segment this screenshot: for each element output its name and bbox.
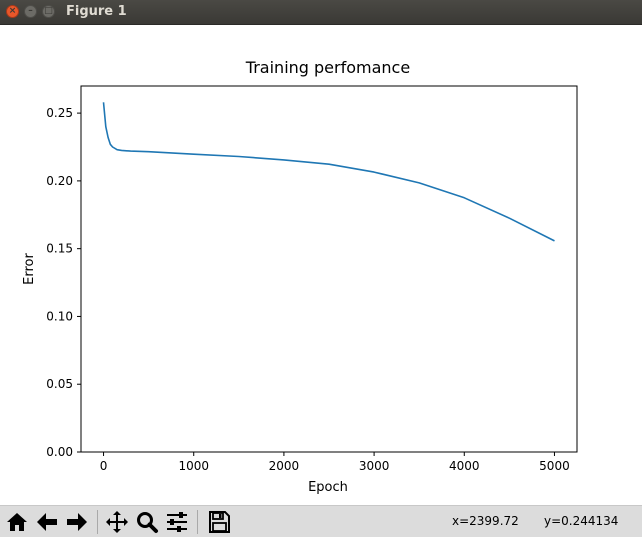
x-tick-label: 0 xyxy=(100,459,108,473)
y-tick-label: 0.25 xyxy=(46,106,73,120)
y-tick-label: 0.15 xyxy=(46,242,73,256)
y-tick-label: 0.00 xyxy=(46,445,73,459)
chart-svg: Training perfomance Epoch Error 0 1000 200… xyxy=(0,25,642,505)
series-line xyxy=(102,102,555,242)
minimize-icon: – xyxy=(28,6,33,16)
plot-frame xyxy=(80,85,578,453)
navigation-toolbar: x=2399.72 y=0.244134 xyxy=(0,505,642,537)
zoom-icon xyxy=(137,512,158,533)
forward-button[interactable] xyxy=(64,509,90,535)
y-axis-label: Error xyxy=(22,253,37,285)
x-coordinate-readout: x=2399.72 xyxy=(452,514,519,528)
y-tick-label: 0.20 xyxy=(46,174,73,188)
y-coordinate-readout: y=0.244134 xyxy=(544,514,619,528)
y-tick-label: 0.05 xyxy=(46,377,73,391)
x-tick-label: 5000 xyxy=(539,459,570,473)
configure-subplots-icon xyxy=(167,512,187,532)
close-window-button[interactable]: × xyxy=(6,5,19,18)
x-tick-label: 1000 xyxy=(178,459,209,473)
home-icon xyxy=(7,513,27,531)
zoom-button[interactable] xyxy=(134,509,160,535)
toolbar-separator xyxy=(197,510,198,534)
x-tick-label: 3000 xyxy=(359,459,390,473)
figure-canvas[interactable]: Training perfomance Epoch Error 0 1000 200… xyxy=(0,25,642,505)
save-button[interactable] xyxy=(206,509,232,535)
window-titlebar: × – □ Figure 1 xyxy=(0,0,642,25)
pan-icon xyxy=(106,511,128,533)
minimize-window-button[interactable]: – xyxy=(24,5,37,18)
window-title: Figure 1 xyxy=(66,4,127,19)
x-tick-label: 2000 xyxy=(269,459,300,473)
x-axis-label: Epoch xyxy=(308,480,348,495)
maximize-icon: □ xyxy=(44,6,53,16)
y-tick-label: 0.10 xyxy=(46,309,73,323)
home-button[interactable] xyxy=(4,509,30,535)
close-icon: × xyxy=(8,6,17,16)
configure-subplots-button[interactable] xyxy=(164,509,190,535)
back-arrow-icon xyxy=(37,513,57,531)
maximize-window-button[interactable]: □ xyxy=(42,5,55,18)
forward-arrow-icon xyxy=(67,513,87,531)
back-button[interactable] xyxy=(34,509,60,535)
save-icon xyxy=(209,511,230,533)
chart-title: Training perfomance xyxy=(245,58,410,77)
toolbar-separator xyxy=(97,510,98,534)
x-tick-label: 4000 xyxy=(449,459,480,473)
pan-button[interactable] xyxy=(104,509,130,535)
